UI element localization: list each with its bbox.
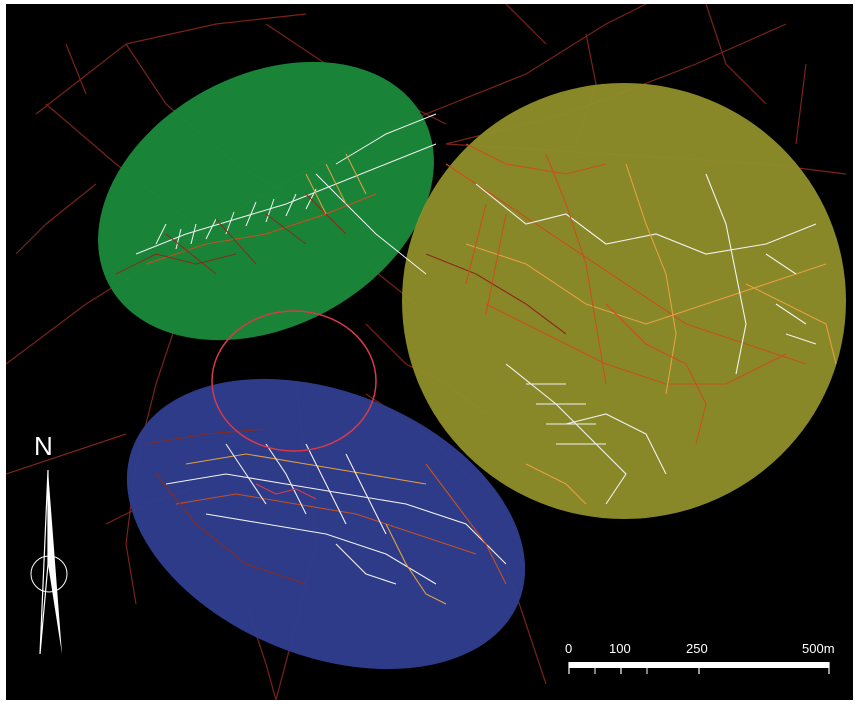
network-olive bbox=[425, 143, 837, 505]
scale-label-500m: 500m bbox=[802, 641, 835, 656]
north-arrow-needle-right bbox=[48, 470, 62, 654]
zone-olive[interactable] bbox=[402, 83, 846, 519]
north-arrow: N bbox=[30, 431, 68, 655]
zone-green[interactable] bbox=[50, 6, 483, 396]
scale-bar: 0 100 250 500m bbox=[565, 641, 835, 674]
highlight-ring[interactable] bbox=[211, 310, 377, 452]
north-label: N bbox=[34, 431, 53, 461]
north-arrow-needle-left bbox=[39, 469, 49, 655]
scale-label-0: 0 bbox=[565, 641, 572, 656]
zone-blue[interactable] bbox=[84, 324, 569, 700]
north-arrow-circle bbox=[30, 555, 68, 593]
scale-label-250: 250 bbox=[686, 641, 708, 656]
map-svg: N 0 100 250 500m bbox=[6, 4, 847, 700]
network-blue bbox=[145, 428, 507, 605]
map-canvas[interactable]: N 0 100 250 500m bbox=[6, 4, 853, 700]
scale-label-100: 100 bbox=[609, 641, 631, 656]
network-green bbox=[115, 113, 437, 275]
